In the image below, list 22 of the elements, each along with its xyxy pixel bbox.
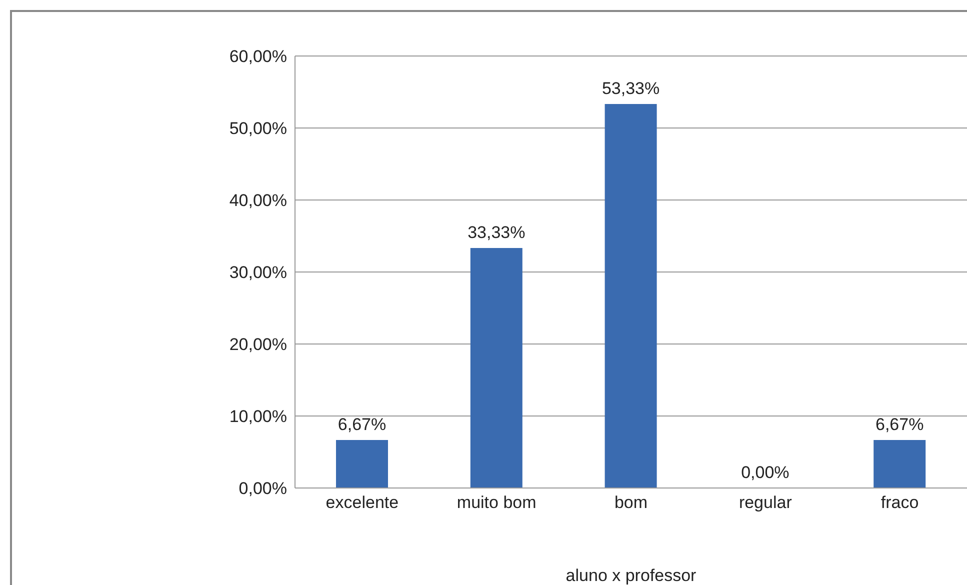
y-tick-label: 0,00% [238,479,287,498]
y-tick-label: 40,00% [229,191,287,210]
x-tick-label: excelente [326,493,399,512]
y-tick-label: 30,00% [229,263,287,282]
x-tick-label: regular [738,493,792,512]
data-label: 6,67% [338,414,386,434]
x-axis-title: aluno x professor [566,566,697,585]
data-label: 6,67% [876,414,924,434]
y-tick-label: 10,00% [229,407,287,426]
x-tick-label: bom [614,493,648,512]
bar [336,440,388,488]
y-tick-label: 20,00% [229,335,287,354]
data-label: 53,33% [602,79,660,98]
y-tick-label: 60,00% [229,47,287,66]
y-tick-label: 50,00% [229,119,287,138]
bar [604,104,657,488]
x-tick-label: muito bom [456,493,536,512]
x-tick-label: fraco [880,493,919,512]
bar [874,440,926,488]
data-label: 0,00% [741,462,790,482]
bar [470,248,522,488]
data-label: 33,33% [468,223,526,242]
